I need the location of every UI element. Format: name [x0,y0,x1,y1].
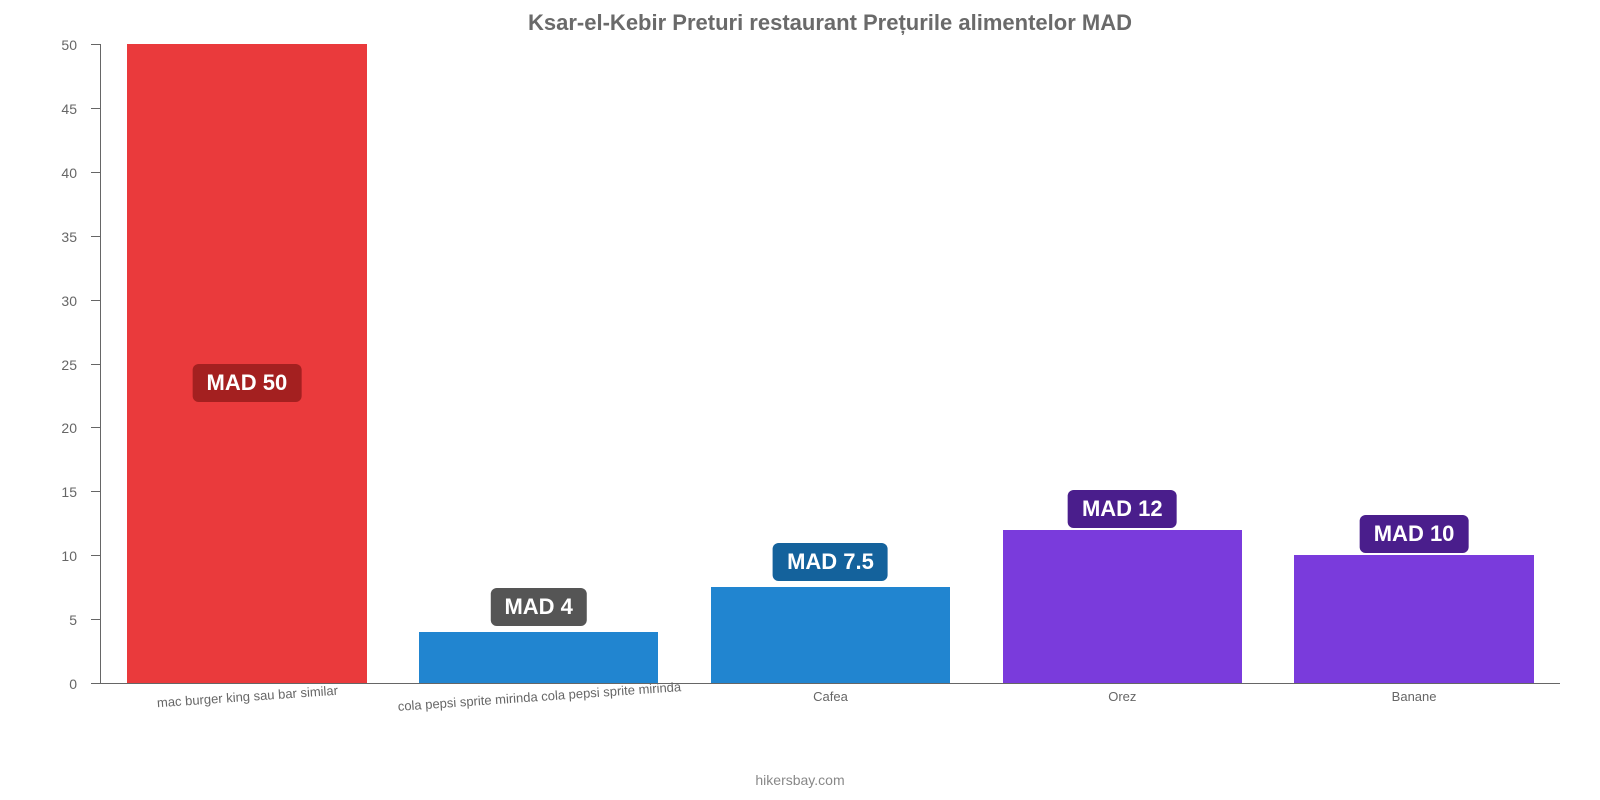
x-label: Banane [1268,689,1560,704]
value-badge: MAD 7.5 [773,543,888,581]
y-tick-label: 15 [61,484,91,500]
bar: MAD 12 [1003,530,1242,683]
x-label: Cafea [685,689,977,704]
y-tick: 10 [91,555,101,556]
y-tick: 20 [91,427,101,428]
chart-footer: hikersbay.com [0,772,1600,788]
y-tick-label: 25 [61,357,91,373]
value-badge: MAD 10 [1360,515,1469,553]
y-tick-label: 45 [61,101,91,117]
chart-title: Ksar-el-Kebir Preturi restaurant Prețuri… [100,10,1560,36]
y-tick-label: 20 [61,420,91,436]
y-tick: 40 [91,172,101,173]
y-tick-label: 30 [61,293,91,309]
bars-container: MAD 50 MAD 4 MAD 7.5 MAD 12 MAD 10 [101,44,1560,683]
y-tick-label: 40 [61,165,91,181]
x-label: Orez [976,689,1268,704]
bar-slot: MAD 12 [976,44,1268,683]
bar-slot: MAD 4 [393,44,685,683]
x-axis-labels: mac burger king sau bar similarcola peps… [101,689,1560,704]
bar: MAD 7.5 [711,587,950,683]
y-tick: 30 [91,300,101,301]
y-tick-label: 10 [61,548,91,564]
y-tick: 25 [91,364,101,365]
y-tick-label: 5 [69,612,91,628]
y-tick-label: 35 [61,229,91,245]
bar-slot: MAD 50 [101,44,393,683]
y-tick: 45 [91,108,101,109]
x-label: cola pepsi sprite mirinda cola pepsi spr… [393,679,685,714]
y-tick: 0 [91,683,101,684]
y-tick: 50 [91,44,101,45]
price-bar-chart: Ksar-el-Kebir Preturi restaurant Prețuri… [0,0,1600,800]
bar: MAD 10 [1294,555,1533,683]
value-badge: MAD 50 [193,364,302,402]
bar: MAD 50 [127,44,366,683]
value-badge: MAD 4 [490,588,586,626]
bar-slot: MAD 7.5 [685,44,977,683]
bar-slot: MAD 10 [1268,44,1560,683]
bar: MAD 4 [419,632,658,683]
y-tick: 5 [91,619,101,620]
y-tick-label: 50 [61,37,91,53]
y-tick: 15 [91,491,101,492]
y-tick-label: 0 [69,676,91,692]
y-tick: 35 [91,236,101,237]
value-badge: MAD 12 [1068,490,1177,528]
x-label: mac burger king sau bar similar [101,679,393,714]
plot-area: 05101520253035404550 MAD 50MAD 4MAD 7.5M… [100,44,1560,684]
